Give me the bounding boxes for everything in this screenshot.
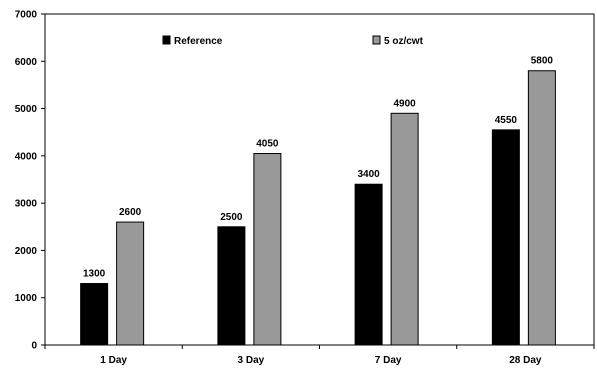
bar-5oz-cwt bbox=[116, 221, 145, 346]
bar-reference bbox=[354, 183, 383, 346]
y-axis: 0 1000 2000 3000 4000 5000 6000 7000 bbox=[15, 10, 45, 352]
x-axis: 1 Day 3 Day 7 Day 28 Day bbox=[44, 345, 595, 366]
bar-reference bbox=[217, 226, 246, 346]
data-label: 1300 bbox=[83, 269, 106, 280]
bar-reference bbox=[80, 283, 109, 346]
bars bbox=[80, 70, 556, 346]
data-label: 4050 bbox=[256, 138, 279, 149]
y-tick-label: 7000 bbox=[15, 10, 38, 21]
y-tick-label: 6000 bbox=[15, 57, 38, 68]
y-tick-label: 2000 bbox=[15, 246, 38, 257]
bar-5oz-cwt bbox=[253, 152, 282, 346]
legend-swatch bbox=[162, 35, 171, 45]
y-tick-label: 1000 bbox=[15, 293, 38, 304]
bar-reference bbox=[491, 129, 520, 346]
bar-5oz-cwt bbox=[390, 112, 419, 346]
data-labels: 1300 2500 3400 4550 2600 4050 4900 5800 bbox=[83, 56, 553, 280]
data-label: 2600 bbox=[119, 207, 142, 218]
x-tick-label: 3 Day bbox=[238, 355, 265, 366]
y-tick-label: 4000 bbox=[15, 151, 38, 162]
bar-5oz-cwt bbox=[527, 70, 556, 346]
y-tick-label: 3000 bbox=[15, 199, 38, 210]
y-tick-label: 5000 bbox=[15, 104, 38, 115]
legend: Reference 5 oz/cwt bbox=[162, 35, 424, 47]
y-tick-label: 0 bbox=[31, 341, 37, 352]
data-label: 5800 bbox=[531, 56, 554, 67]
legend-label: Reference bbox=[174, 36, 223, 47]
data-label: 4550 bbox=[495, 115, 518, 126]
x-tick-label: 1 Day bbox=[100, 355, 127, 366]
x-tick-label: 7 Day bbox=[375, 355, 402, 366]
data-label: 3400 bbox=[358, 169, 381, 180]
data-label: 4900 bbox=[394, 98, 417, 109]
x-tick-label: 28 Day bbox=[509, 355, 542, 366]
data-label: 2500 bbox=[220, 212, 243, 223]
legend-swatch bbox=[372, 35, 381, 45]
legend-label: 5 oz/cwt bbox=[384, 36, 424, 47]
